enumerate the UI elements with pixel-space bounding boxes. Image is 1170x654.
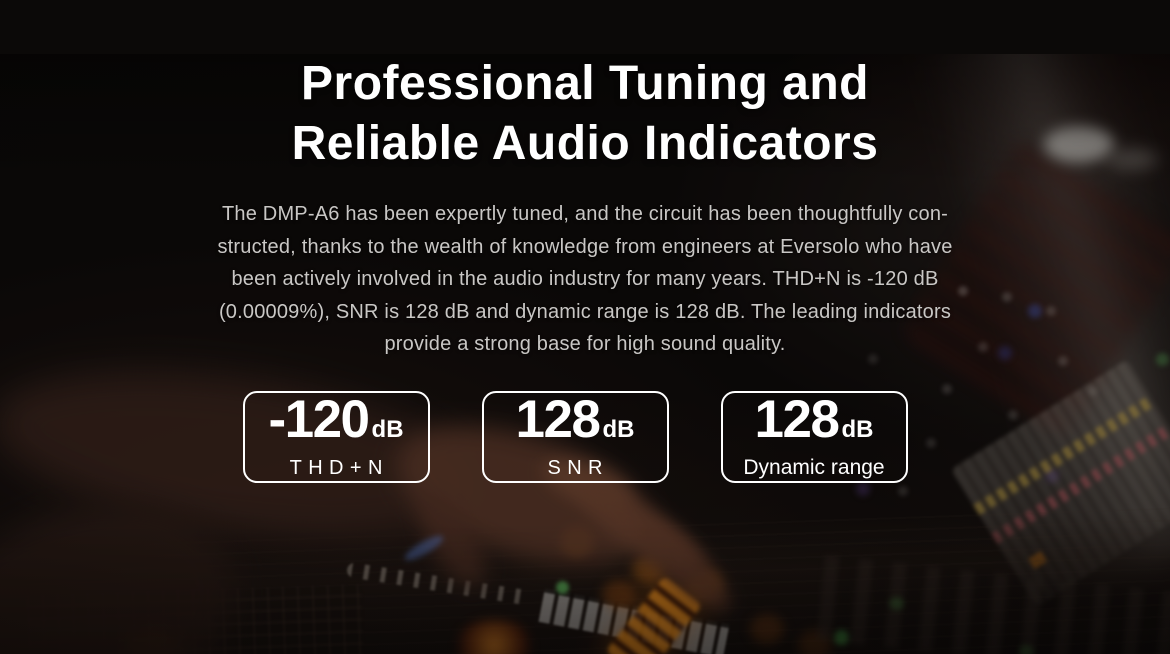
stat-card-snr: 128 dB SNR [481,389,669,483]
stat-number: 128 [754,389,840,449]
stat-label: Dynamic range [743,455,885,479]
stat-unit: dB [841,415,874,443]
title-line-2: Reliable Audio Indicators [291,117,879,170]
stat-number: -120 [268,389,370,449]
stat-unit: dB [371,415,404,443]
page-root: { "hero": { "title_lines": [ "Profession… [0,54,1170,654]
paragraph-line: (0.00009%), SNR is 128 dB and dynamic ra… [218,300,952,323]
stat-label: THD+N [289,456,389,479]
paragraph-line: been actively involved in the audio indu… [231,268,939,290]
stat-value: 128 dB [515,389,635,455]
paragraph-line: provide a strong base for high sound qua… [384,333,786,355]
stat-unit: dB [602,415,635,443]
stat-card-dynamic-range: 128 dB Dynamic range [720,389,908,483]
page-title: Professional Tuning and Reliable Audio I… [0,54,1170,174]
stat-value: 128 dB [754,389,874,455]
stat-card-thdn: -120 dB THD+N [242,389,430,483]
stat-value: -120 dB [268,389,404,455]
title-line-1: Professional Tuning and [301,57,869,110]
hero-paragraph: The DMP-A6 has been expertly tuned, and … [205,198,965,361]
stats-row: -120 dB THD+N 128 dB SNR 128 dB Dynamic … [0,389,1160,483]
hero-section: Professional Tuning and Reliable Audio I… [0,54,1170,654]
paragraph-line: structed, thanks to the wealth of knowle… [217,235,953,258]
stat-number: 128 [515,389,601,449]
paragraph-line: The DMP-A6 has been expertly tuned, and … [221,203,949,225]
stat-label: SNR [547,456,609,479]
